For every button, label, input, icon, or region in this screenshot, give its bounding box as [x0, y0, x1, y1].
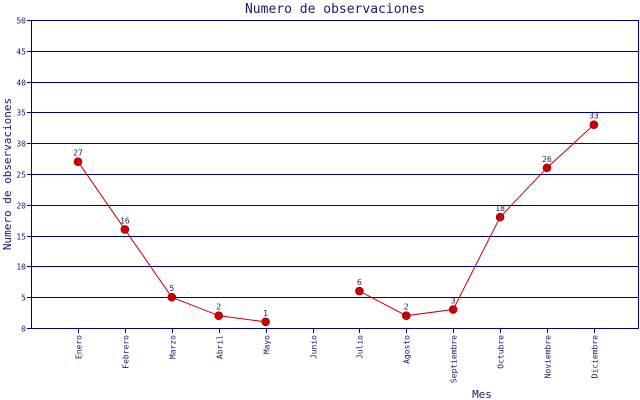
- x-tick-label: Junio: [310, 335, 319, 359]
- data-point-agosto: [401, 311, 411, 320]
- data-label-agosto: 2: [404, 303, 409, 312]
- data-point-diciembre: [589, 120, 599, 130]
- chart-title: Numero de observaciones: [245, 2, 425, 17]
- data-point-enero: [73, 157, 83, 166]
- y-tick-label: 0: [21, 325, 26, 334]
- data-label-diciembre: 33: [589, 112, 599, 121]
- data-point-noviembre: [542, 163, 552, 173]
- data-label-mayo: 1: [263, 309, 268, 318]
- x-tick-label: Septiembre: [450, 335, 459, 383]
- data-label-octubre: 18: [495, 204, 505, 213]
- x-tick-label: Octubre: [497, 335, 506, 369]
- x-tick-label: Enero: [75, 335, 84, 359]
- x-tick-labels: Enero Febrero Marzo Abril Mayo Junio Julio Agos…: [75, 335, 600, 383]
- data-label-julio: 6: [357, 278, 362, 287]
- data-point-febrero: [120, 225, 130, 234]
- data-point-septiembre: [448, 305, 458, 314]
- data-point-marzo: [167, 292, 177, 302]
- series-layer: [73, 120, 599, 327]
- y-tick-label: 10: [16, 263, 26, 272]
- y-tick-label: 40: [16, 79, 26, 88]
- data-label-marzo: 5: [169, 284, 174, 293]
- data-label-abril: 2: [216, 303, 221, 312]
- data-label-febrero: 16: [120, 216, 130, 225]
- data-label-enero: 27: [73, 149, 83, 158]
- plot-frame: [31, 20, 639, 329]
- data-label-noviembre: 26: [542, 155, 552, 164]
- x-tick-label: Abril: [216, 335, 225, 359]
- data-point-octubre: [495, 212, 505, 222]
- x-tick-label: Julio: [356, 335, 365, 359]
- x-tick-label: Mayo: [263, 335, 272, 354]
- y-tick-label: 25: [16, 171, 26, 180]
- axes: [27, 20, 639, 333]
- y-axis-title: Numero de observaciones: [1, 98, 14, 250]
- data-point-mayo: [261, 317, 270, 327]
- y-tick-labels: 0 5 10 15 20 25 30 35 40 45 50: [16, 17, 26, 334]
- x-tick-label: Agosto: [403, 335, 412, 364]
- y-tick-label: 45: [16, 48, 26, 57]
- data-label-septiembre: 3: [451, 297, 456, 306]
- y-tick-label: 50: [16, 17, 26, 26]
- series-line-segment-1: [359, 124, 595, 317]
- x-tick-label: Diciembre: [591, 335, 600, 379]
- x-tick-label: Marzo: [169, 335, 178, 359]
- y-tick-label: 30: [16, 140, 26, 149]
- y-tick-label: 15: [16, 233, 26, 242]
- data-point-abril: [214, 311, 223, 320]
- data-point-julio: [355, 286, 364, 296]
- y-tick-label: 35: [16, 109, 26, 118]
- x-tick-label: Febrero: [122, 335, 131, 369]
- y-tick-label: 5: [21, 294, 26, 303]
- x-tick-label: Noviembre: [544, 335, 553, 379]
- y-tick-label: 20: [16, 202, 26, 211]
- x-axis-title: Mes: [472, 388, 492, 400]
